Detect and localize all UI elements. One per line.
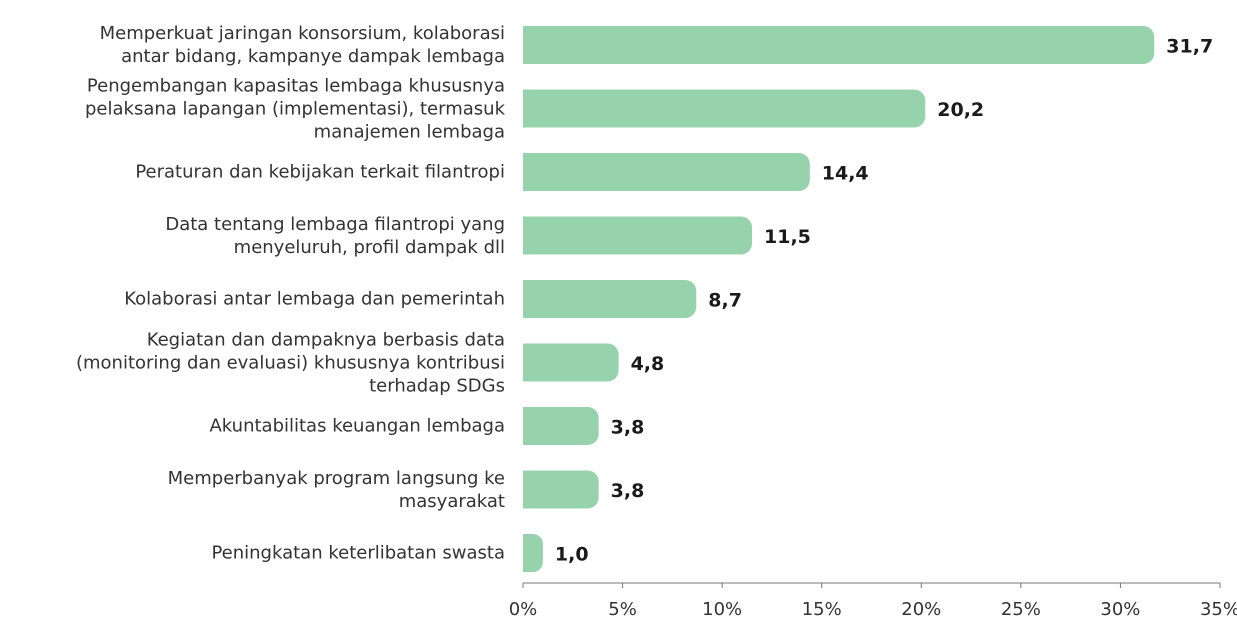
- bar: [523, 280, 697, 318]
- value-label: 3,8: [611, 480, 645, 502]
- x-tick-label: 15%: [802, 599, 842, 620]
- category-label: Data tentang lembaga filantropi yang men…: [165, 213, 505, 258]
- value-label: 3,8: [611, 417, 645, 439]
- bar: [523, 407, 599, 445]
- value-label: 1,0: [555, 544, 589, 566]
- value-label: 4,8: [631, 353, 665, 375]
- value-label: 20,2: [937, 99, 984, 121]
- value-label: 8,7: [708, 290, 742, 312]
- value-label: 11,5: [764, 226, 811, 248]
- x-tick-label: 5%: [608, 599, 637, 620]
- value-label: 14,4: [822, 163, 869, 185]
- x-tick-label: 0%: [509, 599, 538, 620]
- bar: [523, 89, 926, 128]
- category-label: Memperkuat jaringan konsorsium, kolabora…: [99, 23, 505, 67]
- category-label: Kegiatan dan dampaknya berbasis data (mo…: [75, 329, 505, 396]
- category-label: Pengembangan kapasitas lembaga khususnya…: [84, 75, 505, 142]
- category-label: Memperbanyak program langsung ke masyara…: [167, 467, 505, 512]
- bar: [523, 216, 753, 255]
- x-tick-label: 25%: [1001, 599, 1041, 620]
- category-label: Peningkatan keterlibatan swasta: [211, 542, 505, 564]
- category-label: Akuntabilitas keuangan lembaga: [209, 415, 505, 437]
- bar: [523, 153, 810, 191]
- bar: [523, 26, 1155, 64]
- x-tick-label: 10%: [702, 599, 742, 620]
- category-label: Peraturan dan kebijakan terkait filantro…: [135, 161, 505, 183]
- x-tick-label: 30%: [1100, 599, 1140, 620]
- category-label: Kolaborasi antar lembaga dan pemerintah: [124, 288, 505, 310]
- bar: [523, 343, 619, 382]
- bar: [523, 534, 543, 572]
- x-tick-label: 20%: [901, 599, 941, 620]
- x-tick-label: 35%: [1200, 599, 1237, 620]
- bar: [523, 470, 599, 509]
- value-label: 31,7: [1166, 36, 1213, 58]
